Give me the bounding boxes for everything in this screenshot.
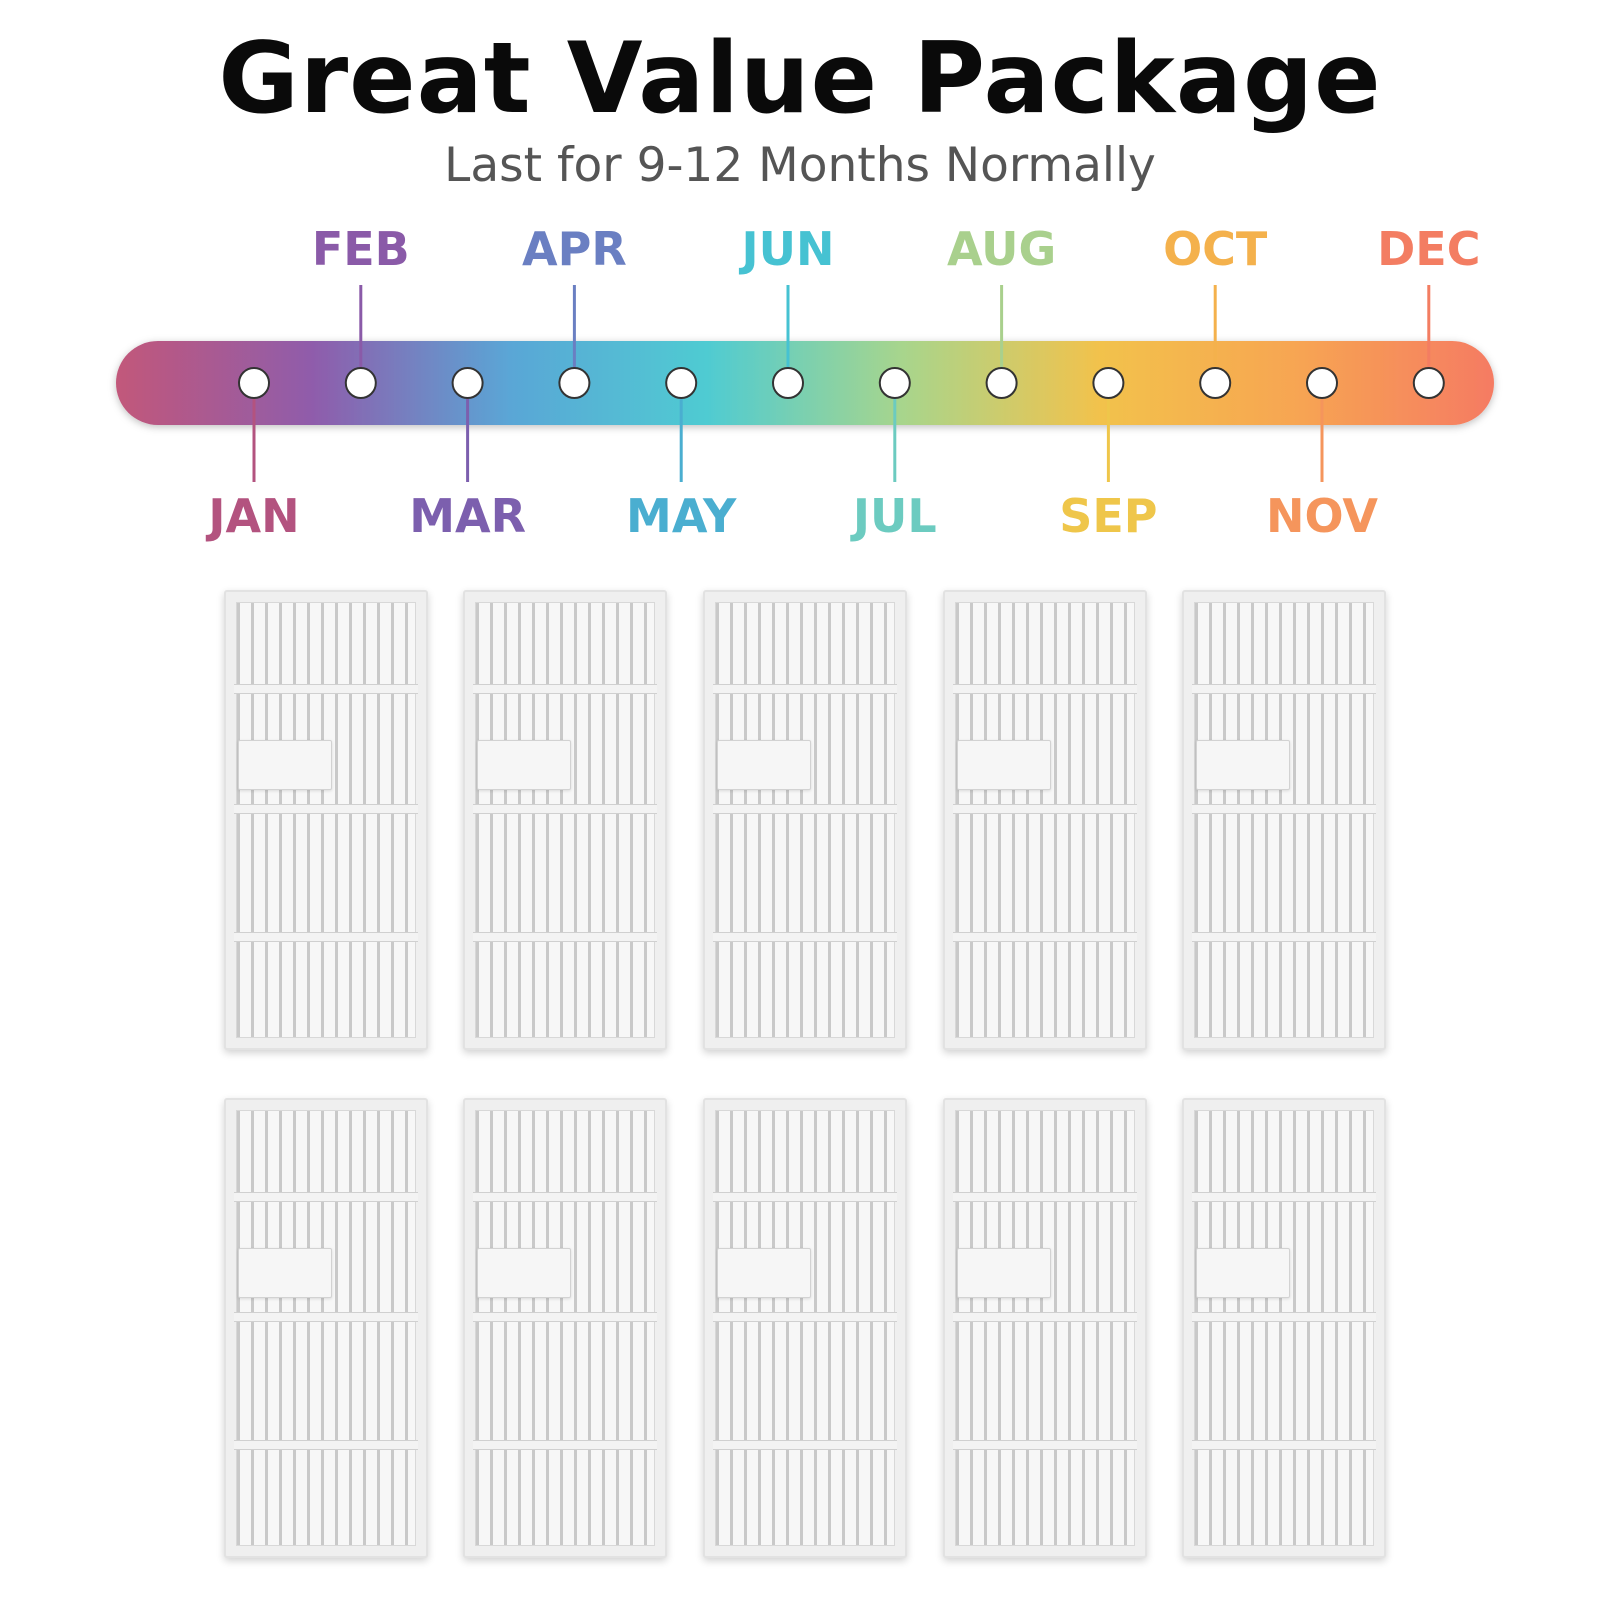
filter-rib	[234, 1312, 418, 1322]
filter-pleats	[715, 1110, 895, 1546]
month-label-nov: NOV	[1266, 489, 1378, 543]
hepa-filter	[703, 1098, 907, 1558]
month-dot-dec	[1412, 367, 1445, 399]
filter-rib	[473, 684, 657, 694]
filter-rib	[473, 804, 657, 814]
filter-rib	[713, 1192, 897, 1202]
month-label-dec: DEC	[1377, 222, 1480, 276]
filter-pull-tab	[1196, 740, 1290, 790]
month-dot-sep	[1092, 367, 1125, 399]
filter-rib	[1192, 1440, 1376, 1450]
hepa-filter	[1182, 1098, 1386, 1558]
month-label-jan: JAN	[205, 489, 299, 543]
filter-rib	[1192, 684, 1376, 694]
filter-rib	[473, 1192, 657, 1202]
filter-rib	[953, 1192, 1137, 1202]
filter-pleats	[475, 1110, 655, 1546]
filter-pull-tab	[957, 740, 1051, 790]
month-dot-jun	[772, 367, 804, 399]
filter-rib	[1192, 1192, 1376, 1202]
month-dot-oct	[1199, 367, 1232, 399]
filter-pleats	[715, 602, 895, 1038]
filter-rib	[713, 684, 897, 694]
month-label-sep: SEP	[1059, 489, 1157, 543]
hepa-filter	[943, 590, 1147, 1050]
filter-rib	[234, 1192, 418, 1202]
filter-pull-tab	[477, 740, 571, 790]
month-label-jun: JUN	[739, 222, 835, 276]
hepa-filter	[224, 590, 428, 1050]
month-label-may: MAY	[626, 489, 737, 543]
month-dot-feb	[344, 367, 377, 399]
filter-pull-tab	[957, 1248, 1051, 1298]
month-label-apr: APR	[522, 222, 627, 276]
filter-rib	[1192, 804, 1376, 814]
month-dot-may	[665, 367, 698, 399]
filter-rib	[234, 1440, 418, 1450]
hepa-filter	[943, 1098, 1147, 1558]
month-dot-jan	[238, 367, 270, 399]
month-timeline: JAN FEB MAR APR MAY JUN JUL AUG SEP OCT NOV DEC	[116, 222, 1494, 543]
filter-rib	[1192, 1312, 1376, 1322]
filter-rib	[953, 804, 1137, 814]
filter-pull-tab	[717, 1248, 811, 1298]
month-dot-apr	[558, 367, 591, 399]
filter-pleats	[955, 602, 1135, 1038]
month-label-feb: FEB	[312, 222, 410, 276]
filter-rib	[234, 804, 418, 814]
filter-rib	[234, 684, 418, 694]
month-dot-jul	[878, 367, 911, 399]
filter-rib	[953, 1440, 1137, 1450]
filter-rib	[473, 1440, 657, 1450]
page-subtitle: Last for 9-12 Months Normally	[444, 138, 1156, 193]
filter-pleats	[955, 1110, 1135, 1546]
hepa-filter	[224, 1098, 428, 1558]
filter-rib	[713, 1312, 897, 1322]
filter-rib	[953, 932, 1137, 942]
filter-pull-tab	[477, 1248, 571, 1298]
month-label-aug: AUG	[947, 222, 1056, 276]
filter-rib	[953, 684, 1137, 694]
filter-rib	[473, 1312, 657, 1322]
hepa-filter	[1182, 590, 1386, 1050]
month-dot-nov	[1306, 367, 1338, 399]
filter-rib	[1192, 932, 1376, 942]
filter-rib	[234, 932, 418, 942]
filter-pleats	[1194, 1110, 1374, 1546]
month-label-oct: OCT	[1163, 222, 1268, 276]
hepa-filter	[703, 590, 907, 1050]
page-title: Great Value Package	[218, 22, 1382, 136]
filter-pull-tab	[717, 740, 811, 790]
filter-pleats	[1194, 602, 1374, 1038]
filter-pull-tab	[238, 740, 332, 790]
timeline-bar	[116, 341, 1494, 425]
filter-pull-tab	[1196, 1248, 1290, 1298]
filter-rib	[713, 1440, 897, 1450]
filter-rib	[953, 1312, 1137, 1322]
hepa-filter	[463, 1098, 667, 1558]
month-label-jul: JUL	[850, 489, 937, 543]
filter-rib	[713, 804, 897, 814]
filter-pull-tab	[238, 1248, 332, 1298]
filter-rib	[713, 932, 897, 942]
month-dot-mar	[451, 367, 484, 399]
filter-pleats	[236, 1110, 416, 1546]
hepa-filter	[463, 590, 667, 1050]
month-label-mar: MAR	[409, 489, 526, 543]
filter-rib	[473, 932, 657, 942]
filter-pleats	[475, 602, 655, 1038]
filter-pleats	[236, 602, 416, 1038]
month-dot-aug	[985, 367, 1018, 399]
